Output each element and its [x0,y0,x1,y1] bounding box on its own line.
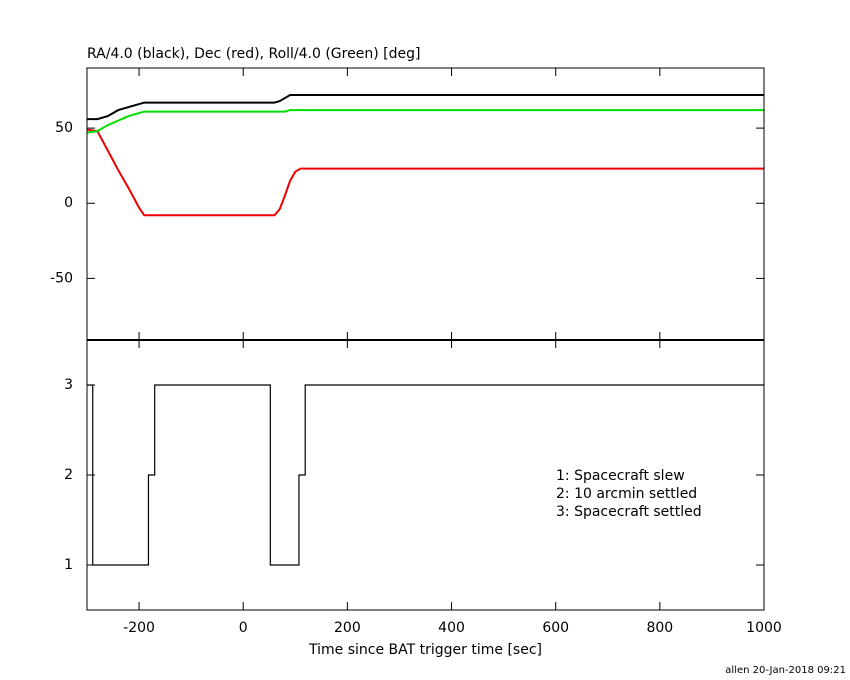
x-tick-label: 400 [438,620,465,636]
data-line [87,94,764,121]
y-tick-label: 50 [55,120,73,136]
y-tick-label: 0 [64,195,73,211]
chart-title: RA/4.0 (black), Dec (red), Roll/4.0 (Gre… [87,46,420,62]
x-tick-label: 800 [646,620,673,636]
x-tick-label: 1000 [746,620,782,636]
footer: allen 20-Jan-2018 09:21 [725,665,846,676]
y-tick-label: 1 [64,557,73,573]
y-tick-label: 3 [64,377,73,393]
annotation: 2: 10 arcmin settled [556,486,697,502]
data-line [87,384,764,566]
x-axis-label: Time since BAT trigger time [sec] [308,642,542,658]
x-tick-label: 0 [239,620,248,636]
y-tick-label: 2 [64,467,73,483]
data-line [86,109,764,134]
x-tick-label: 600 [542,620,569,636]
x-tick-label: 200 [334,620,361,636]
annotation: 3: Spacecraft settled [556,504,702,520]
annotation: 1: Spacecraft slew [556,468,685,484]
y-tick-label: -50 [50,270,73,286]
data-line [86,128,764,217]
x-tick-label: -200 [123,620,155,636]
